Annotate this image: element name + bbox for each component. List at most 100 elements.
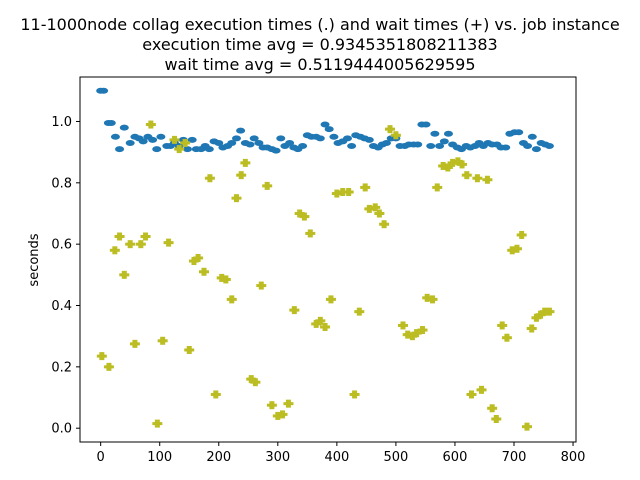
wait-time-point [461, 171, 472, 180]
wait-time-point [516, 230, 527, 239]
wait-time-point [343, 188, 354, 197]
x-tick-label: 700 [502, 450, 527, 465]
wait-time-point [544, 307, 555, 316]
wait-time-point [374, 209, 385, 218]
wait-time-point [325, 295, 336, 304]
wait-time-point [140, 232, 151, 241]
execution-time-point [148, 136, 158, 143]
wait-time-point [250, 378, 261, 387]
execution-time-point [138, 138, 148, 145]
execution-time-point [347, 143, 357, 150]
wait-time-point [294, 209, 305, 218]
execution-time-point [329, 133, 339, 140]
execution-time-point [342, 135, 352, 142]
wait-time-point [210, 390, 221, 399]
wait-time-point [411, 329, 422, 338]
y-tick-label: 1.0 [51, 115, 72, 130]
execution-time-point [187, 136, 197, 143]
wait-time-point [364, 204, 375, 213]
wait-time-point [531, 313, 542, 322]
wait-time-point [447, 158, 458, 167]
execution-time-point [320, 121, 330, 128]
wait-time-point [135, 240, 146, 249]
x-tick-label: 500 [383, 450, 408, 465]
wait-time-point [466, 390, 477, 399]
x-tick-label: 200 [206, 450, 231, 465]
wait-time-point [193, 253, 204, 262]
execution-time-point [315, 135, 325, 142]
execution-time-point [276, 135, 286, 142]
execution-time-point [125, 139, 135, 146]
execution-time-point [527, 133, 537, 140]
wait-time-point [472, 174, 483, 183]
execution-time-point [544, 143, 554, 150]
wait-time-point [507, 246, 518, 255]
x-axis-ticks: 0 100 200 300 400 500 600 700 800 [97, 442, 585, 465]
wait-time-point [299, 212, 310, 221]
plot-marks [96, 87, 555, 431]
wait-time-point [246, 375, 257, 384]
wait-time-point [331, 189, 342, 198]
execution-time-point [227, 139, 237, 146]
wait-time-point [354, 307, 365, 316]
wait-time-point [311, 319, 322, 328]
wait-time-point [521, 422, 532, 431]
wait-time-point [337, 188, 348, 197]
wait-time-point [96, 352, 107, 361]
wait-time-point [417, 326, 428, 335]
wait-time-point [457, 160, 468, 169]
execution-time-point [156, 133, 166, 140]
execution-time-point [110, 133, 120, 140]
wait-time-point [315, 316, 326, 325]
execution-time-point [364, 136, 374, 143]
wait-time-point [438, 161, 449, 170]
wait-time-point [385, 125, 395, 134]
execution-time-point [99, 87, 109, 94]
execution-time-point [245, 141, 255, 148]
wait-time-point [103, 362, 114, 371]
execution-time-point [439, 138, 449, 145]
y-tick-label: 0.6 [51, 238, 72, 253]
wait-time-point [180, 138, 191, 147]
wait-time-point [511, 244, 522, 253]
execution-time-point [430, 130, 440, 137]
wait-time-point [157, 336, 168, 345]
execution-time-point [254, 139, 264, 146]
wait-time-point [256, 281, 267, 290]
y-axis-label: seconds [27, 233, 42, 286]
wait-time-point [427, 295, 438, 304]
wait-time-point [231, 194, 242, 203]
execution-time-point [152, 146, 162, 153]
execution-time-point [501, 144, 511, 151]
wait-time-point [174, 145, 185, 154]
execution-time-point [115, 146, 125, 153]
wait-time-point [397, 321, 408, 330]
wait-time-point [129, 339, 140, 348]
execution-time-point [249, 135, 259, 142]
execution-time-point [214, 139, 224, 146]
wait-time-point [283, 399, 294, 408]
wait-time-point [390, 131, 401, 140]
execution-time-point [413, 141, 423, 148]
wait-time-point [119, 270, 130, 279]
execution-time-point [106, 120, 116, 127]
wait-time-point [188, 257, 199, 266]
execution-time-point [523, 143, 533, 150]
wait-time-point [360, 183, 371, 192]
y-tick-label: 0.4 [51, 299, 72, 314]
execution-time-point [531, 146, 541, 153]
wait-time-point [204, 174, 215, 183]
wait-time-point [125, 240, 136, 249]
wait-time-point [407, 332, 418, 341]
wait-time-point [266, 401, 277, 410]
wait-time-point [289, 306, 300, 315]
wait-time-point [442, 163, 453, 172]
wait-time-point [370, 203, 381, 212]
wait-time-point [482, 175, 493, 184]
x-tick-label: 400 [324, 450, 349, 465]
execution-time-point [426, 143, 436, 150]
x-tick-label: 0 [97, 450, 105, 465]
wait-time-point [163, 238, 174, 247]
wait-time-point [432, 183, 443, 192]
